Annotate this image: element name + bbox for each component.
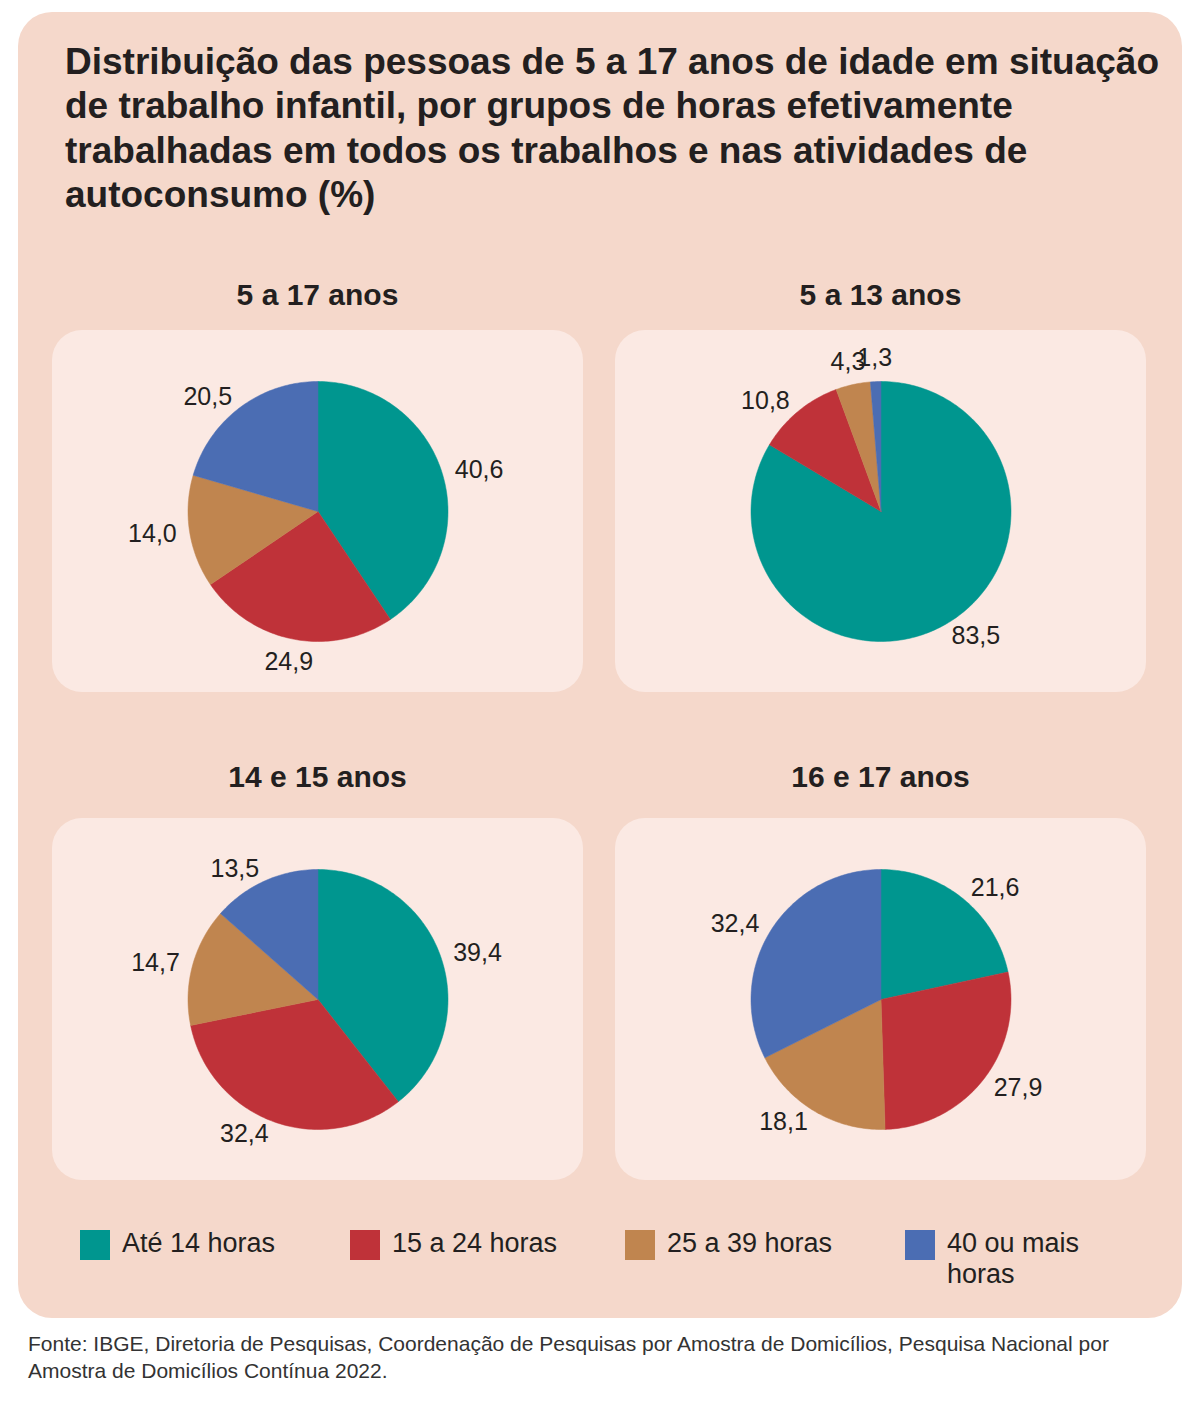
svg-text:10,8: 10,8: [741, 386, 790, 414]
html-text:16 e 17 anos: 16 e 17 anos: [791, 760, 970, 793]
svg-text:40,6: 40,6: [455, 455, 504, 483]
html-text:25 a 39 horas: 25 a 39 horas: [667, 1228, 833, 1258]
svg-text:32,4: 32,4: [220, 1119, 269, 1147]
html-text:Até 14 horas: Até 14 horas: [122, 1228, 276, 1258]
html-text:40 ou mais horas: 40 ou mais horas: [947, 1228, 1080, 1289]
html-text:5 a 13 anos: 5 a 13 anos: [799, 278, 962, 311]
svg-text:4,3: 4,3: [830, 346, 866, 375]
svg-text:14,7: 14,7: [131, 948, 180, 976]
svg-text:20,5: 20,5: [183, 382, 232, 410]
svg-text:83,5: 83,5: [952, 621, 1001, 649]
svg-text:39,4: 39,4: [453, 938, 502, 966]
html-text:15 a 24 horas: 15 a 24 horas: [392, 1228, 558, 1258]
html-text:Fonte: IBGE, Diretoria de Pesq: Fonte: IBGE, Diretoria de Pesquisas, Coo…: [28, 1332, 1109, 1383]
svg-text:1,3: 1,3: [857, 343, 892, 371]
svg-text:27,9: 27,9: [994, 1073, 1043, 1101]
svg-text:32,4: 32,4: [711, 909, 760, 937]
svg-text:14,0: 14,0: [128, 519, 177, 547]
svg-text:21,6: 21,6: [971, 873, 1020, 901]
html-text:5 a 17 anos: 5 a 17 anos: [236, 278, 399, 311]
svg-text:18,1: 18,1: [759, 1107, 808, 1135]
svg-text:13,5: 13,5: [210, 854, 259, 882]
svg-text:24,9: 24,9: [264, 647, 313, 675]
html-text:Distribuição das pessoas de 5: Distribuição das pessoas de 5 a 17 anos …: [65, 41, 1159, 216]
html-text:14 e 15 anos: 14 e 15 anos: [228, 760, 407, 793]
